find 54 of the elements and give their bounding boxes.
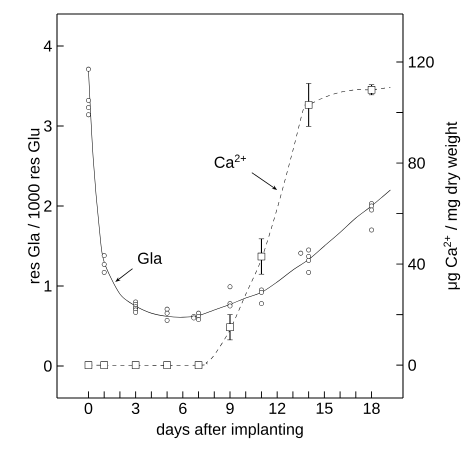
point [102, 253, 107, 258]
point [259, 301, 264, 306]
point [306, 248, 312, 252]
point [164, 306, 170, 312]
point [196, 317, 201, 322]
point [132, 361, 140, 369]
x-tick-label: 12 [269, 402, 286, 414]
annotation: Gla [138, 252, 162, 264]
point [228, 304, 232, 308]
y-axis-title: res Gla / 1000 res Glu [28, 128, 40, 284]
x-tick-label: 15 [316, 402, 333, 414]
point [304, 101, 312, 109]
point [133, 310, 138, 315]
y2-tick-label: 40 [408, 258, 425, 270]
point [368, 86, 376, 94]
point [86, 98, 91, 103]
point [369, 208, 374, 212]
y-tick-label: 1 [44, 280, 52, 292]
y2-axis-title: μg Ca$^{2+}$ / mg dry weight [444, 122, 460, 290]
point [258, 252, 266, 260]
y-tick-label: 2 [44, 200, 52, 212]
point [194, 361, 202, 369]
x-tick-label: 3 [132, 402, 140, 414]
point [369, 204, 374, 208]
point [306, 270, 312, 275]
point [164, 318, 170, 323]
point [298, 250, 304, 256]
x-tick-label: 18 [364, 402, 380, 414]
point [306, 258, 312, 263]
point [84, 361, 92, 369]
point [259, 290, 264, 295]
point [86, 105, 91, 110]
point [86, 112, 91, 118]
y-tick-label: 4 [44, 40, 52, 52]
point [226, 324, 234, 331]
point [86, 66, 91, 72]
point [306, 254, 312, 259]
point [164, 310, 170, 316]
point [228, 284, 232, 290]
point [102, 262, 107, 267]
y2-tick-label: 120 [408, 56, 434, 68]
x-tick-label: 0 [84, 402, 92, 414]
point [102, 270, 107, 275]
x-tick-label: 6 [179, 402, 187, 414]
point [369, 228, 374, 232]
y-tick-label: 3 [44, 120, 52, 132]
x-axis-title: days after implanting [156, 423, 303, 438]
y2-tick-label: 0 [408, 359, 416, 371]
annotation: Ca$^{2+}$ [214, 154, 246, 168]
x-tick-label: 9 [226, 402, 234, 414]
y-tick-label: 0 [44, 360, 52, 372]
y2-tick-label: 80 [408, 157, 425, 169]
point [100, 361, 108, 369]
point [163, 361, 171, 369]
